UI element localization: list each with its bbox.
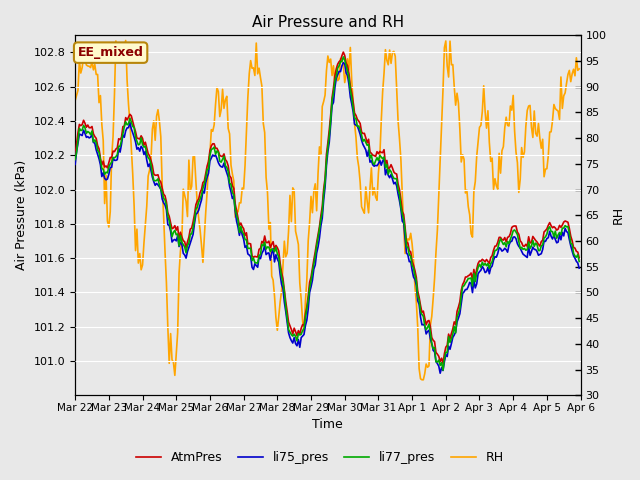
li77_pres [575,259,583,264]
li75_pres [238,232,246,238]
RH [575,66,583,72]
RH [550,102,557,108]
li77_pres [221,163,229,168]
Legend: AtmPres, li75_pres, li77_pres, RH: AtmPres, li75_pres, li77_pres, RH [131,446,509,469]
AtmPres [339,49,347,55]
li77_pres [292,334,300,339]
RH [293,235,301,240]
Line: AtmPres: AtmPres [75,52,579,363]
AtmPres [439,360,447,366]
li77_pres [439,367,447,373]
AtmPres [238,224,246,229]
li75_pres [133,146,141,152]
Title: Air Pressure and RH: Air Pressure and RH [252,15,404,30]
RH [223,94,230,99]
li75_pres [221,166,229,171]
Line: li77_pres: li77_pres [75,57,579,370]
li75_pres [71,161,79,167]
li75_pres [550,232,557,238]
AtmPres [247,241,255,247]
li75_pres [247,254,255,260]
Text: EE_mixed: EE_mixed [77,46,143,59]
RH [240,186,248,192]
li77_pres [71,156,79,162]
RH [71,98,79,104]
AtmPres [133,135,141,141]
RH [248,65,256,71]
li75_pres [436,371,444,376]
AtmPres [71,152,79,158]
AtmPres [221,157,229,163]
li77_pres [247,245,255,251]
AtmPres [550,224,557,229]
li77_pres [133,138,141,144]
li77_pres [238,229,246,235]
li77_pres [339,54,347,60]
AtmPres [292,329,300,335]
Line: li75_pres: li75_pres [75,63,579,373]
li75_pres [575,265,583,271]
Line: RH: RH [75,40,579,380]
li77_pres [550,234,557,240]
li75_pres [339,60,347,66]
Y-axis label: Air Pressure (kPa): Air Pressure (kPa) [15,160,28,270]
li75_pres [292,341,300,347]
X-axis label: Time: Time [312,419,343,432]
RH [418,377,426,383]
Y-axis label: RH: RH [612,206,625,224]
RH [122,37,129,43]
AtmPres [575,255,583,261]
RH [134,260,142,266]
